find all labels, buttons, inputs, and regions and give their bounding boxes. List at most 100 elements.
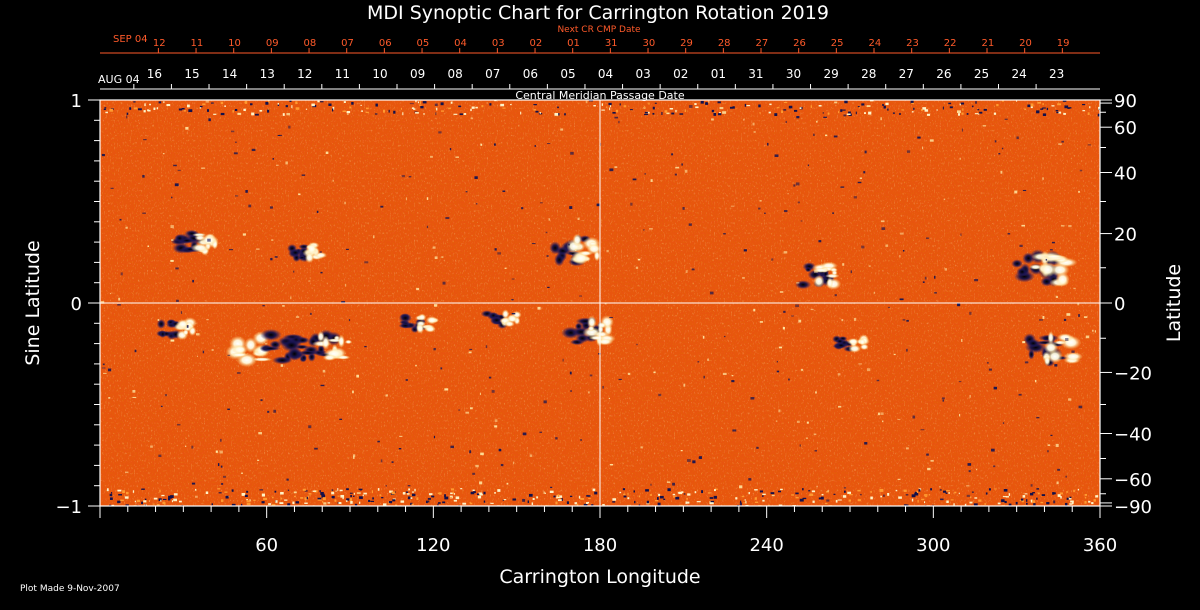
active-region — [170, 229, 219, 256]
polar-noise — [564, 113, 566, 116]
polar-noise — [997, 502, 1001, 505]
dark-speck — [960, 233, 962, 236]
polar-noise — [612, 498, 617, 501]
next-cr-date-label: 06 — [379, 38, 392, 49]
positive-flux-patch — [337, 334, 345, 348]
polar-noise — [462, 502, 467, 505]
polar-noise — [549, 490, 554, 493]
dark-speck — [698, 456, 701, 459]
polar-noise — [681, 491, 684, 493]
next-cr-date-label: 04 — [454, 38, 467, 49]
active-region — [549, 233, 602, 267]
polar-noise — [494, 100, 497, 102]
dark-speck — [697, 361, 700, 363]
bright-speck — [242, 233, 246, 236]
polar-noise — [569, 495, 573, 498]
dark-speck — [233, 152, 238, 155]
polar-noise — [844, 100, 848, 104]
polar-noise — [246, 490, 249, 493]
bright-speck — [899, 232, 904, 235]
dark-speck — [840, 186, 845, 188]
positive-flux-patch — [322, 354, 337, 361]
polar-noise — [645, 489, 649, 492]
polar-noise — [954, 491, 957, 494]
polar-noise — [375, 103, 378, 107]
polar-noise — [308, 493, 312, 495]
bright-speck — [796, 420, 800, 423]
polar-noise — [1003, 488, 1008, 492]
plot-made-note: Plot Made 9-Nov-2007 — [20, 584, 120, 594]
polar-noise — [438, 492, 442, 495]
polar-noise — [695, 106, 699, 109]
polar-noise — [825, 491, 829, 493]
cmp-date-label: 02 — [673, 67, 688, 81]
dark-speck — [709, 291, 714, 295]
bright-speck — [885, 244, 889, 247]
x-tick-label: 120 — [416, 535, 450, 556]
dark-speck — [580, 439, 582, 441]
bright-speck — [878, 412, 880, 416]
polar-noise — [144, 504, 146, 506]
bright-speck — [184, 445, 187, 447]
polar-noise — [388, 500, 393, 504]
polar-noise — [882, 103, 884, 106]
polar-noise — [835, 499, 838, 503]
polar-noise — [274, 490, 277, 493]
next-cr-date-label: 30 — [642, 38, 655, 49]
bright-speck — [806, 421, 809, 424]
polar-noise — [679, 113, 684, 115]
polar-noise — [1055, 110, 1059, 112]
polar-noise — [305, 108, 308, 110]
polar-noise — [762, 499, 765, 502]
polar-noise — [946, 500, 949, 504]
polar-noise — [224, 105, 226, 107]
polar-noise — [391, 491, 395, 495]
bright-speck — [1042, 177, 1044, 180]
dark-speck — [309, 312, 312, 315]
bright-speck — [868, 265, 871, 267]
polar-noise — [295, 107, 300, 110]
polar-noise — [1004, 500, 1007, 504]
polar-noise — [109, 497, 113, 500]
polar-noise — [924, 501, 926, 504]
bright-speck — [282, 283, 284, 285]
dark-speck — [1053, 500, 1056, 504]
polar-noise — [1001, 499, 1005, 503]
dark-speck — [934, 275, 936, 279]
dark-speck — [920, 429, 925, 431]
polar-noise — [810, 105, 813, 108]
polar-noise — [701, 490, 704, 494]
polar-noise — [580, 498, 585, 500]
dark-speck — [314, 447, 318, 450]
dark-speck — [857, 181, 862, 184]
polar-noise — [1037, 492, 1040, 495]
polar-noise — [168, 495, 172, 499]
dark-speck — [941, 397, 945, 400]
polar-noise — [585, 502, 588, 504]
dark-speck — [286, 478, 289, 481]
polar-noise — [687, 493, 691, 496]
positive-flux-patch — [1043, 355, 1051, 366]
polar-noise — [1032, 492, 1035, 494]
bright-speck — [882, 420, 884, 423]
dark-speck — [231, 130, 235, 133]
bright-speck — [444, 388, 449, 391]
dark-speck — [589, 374, 593, 377]
dark-speck — [1019, 244, 1023, 248]
dark-speck — [688, 223, 692, 226]
bright-speck — [608, 397, 610, 400]
polar-noise — [419, 101, 422, 104]
bright-speck — [722, 372, 727, 376]
polar-noise — [887, 493, 890, 496]
polar-noise — [328, 103, 332, 106]
dark-speck — [348, 319, 351, 322]
polar-noise — [969, 496, 972, 499]
polar-noise — [359, 489, 362, 491]
polar-noise — [394, 491, 396, 493]
bright-speck — [468, 351, 472, 354]
bright-speck — [753, 131, 756, 133]
polar-noise — [432, 496, 435, 498]
polar-noise — [646, 500, 649, 504]
bright-speck — [577, 217, 580, 221]
bright-speck — [943, 198, 946, 200]
